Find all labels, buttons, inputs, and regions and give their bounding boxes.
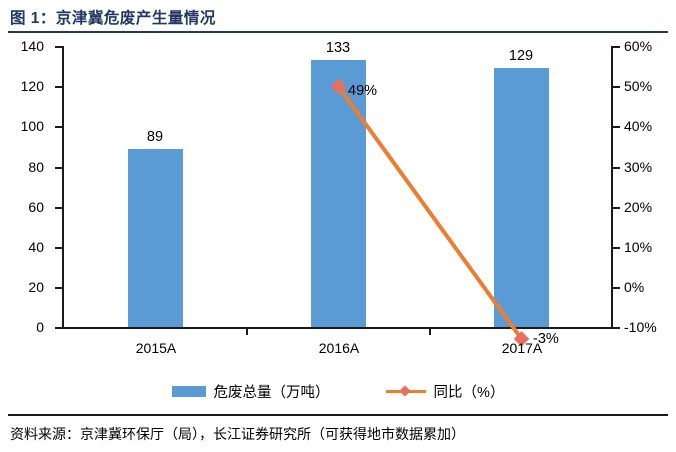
x-axis-category-label-2017A: 2017A — [501, 340, 543, 356]
y-tick-left — [55, 247, 62, 249]
source-note: 资料来源：京津冀环保厅（局），长江证券研究所（可获得地市数据累加） — [10, 426, 465, 442]
x-axis-category-label-2016A: 2016A — [318, 340, 360, 356]
y-axis-right-label: 10% — [624, 239, 653, 255]
y-axis-left-label: 20 — [28, 279, 44, 295]
y-axis-left-label: 0 — [36, 319, 44, 335]
legend-line-swatch-icon — [385, 385, 426, 397]
y-tick-left — [55, 86, 62, 88]
chart-plot-area: 140 120 100 80 60 40 20 0 60% 50% 40% 30… — [0, 36, 676, 371]
x-axis-line — [62, 327, 613, 329]
y-tick-left — [55, 126, 62, 128]
y-tick-left — [55, 46, 62, 48]
figure-title: 图 1：京津冀危废产生量情况 — [10, 10, 216, 27]
legend-item-line-label: 同比（%） — [433, 384, 505, 401]
footer-divider — [8, 414, 668, 416]
x-tick — [246, 329, 248, 335]
legend-item-line[interactable]: 同比（%） — [385, 381, 505, 402]
y-axis-right-label: 20% — [624, 199, 653, 215]
chart-legend: 危废总量（万吨） 同比（%） — [0, 378, 676, 404]
y-axis-left-label: 120 — [20, 78, 44, 94]
bar-2017A[interactable] — [494, 68, 549, 327]
y-axis-left-label: 40 — [28, 239, 44, 255]
y-tick-right — [613, 327, 620, 329]
bar-value-label-2016A: 133 — [325, 40, 351, 56]
bar-value-label-2017A: 129 — [508, 48, 534, 64]
y-tick-right — [613, 126, 620, 128]
y-axis-left-label: 80 — [28, 159, 44, 175]
y-tick-right — [613, 207, 620, 209]
y-tick-right — [613, 167, 620, 169]
y-tick-right — [613, 46, 620, 48]
y-axis-right-line — [611, 46, 613, 329]
y-tick-left — [55, 287, 62, 289]
y-axis-right-label: 50% — [624, 78, 653, 94]
y-axis-right-label: 60% — [624, 38, 653, 54]
yoy-line-series — [330, 78, 530, 347]
y-tick-left — [55, 207, 62, 209]
yoy-line-segment — [336, 84, 524, 341]
y-axis-left-line — [62, 46, 64, 329]
yoy-value-label-2016A: 49% — [348, 83, 378, 99]
y-axis-right-label: -10% — [624, 319, 657, 335]
legend-item-bar-label: 危废总量（万吨） — [213, 384, 330, 401]
legend-bar-swatch-icon — [171, 385, 206, 397]
y-tick-right — [613, 287, 620, 289]
y-tick-left — [55, 327, 62, 329]
yoy-value-label-2017A: -3% — [533, 331, 559, 347]
x-tick — [429, 329, 431, 335]
y-axis-right-label: 30% — [624, 159, 653, 175]
y-axis-left-label: 140 — [20, 38, 44, 54]
y-tick-right — [613, 247, 620, 249]
y-axis-left-label: 60 — [28, 199, 44, 215]
x-axis-category-label-2015A: 2015A — [135, 340, 177, 356]
y-axis-left-label: 100 — [20, 118, 44, 134]
legend-item-bar[interactable]: 危废总量（万吨） — [171, 381, 330, 402]
y-axis-right-label: 0% — [624, 279, 645, 295]
y-tick-left — [55, 167, 62, 169]
y-tick-right — [613, 86, 620, 88]
bar-value-label-2015A: 89 — [146, 129, 164, 145]
y-axis-right-label: 40% — [624, 118, 653, 134]
bar-2015A[interactable] — [128, 149, 183, 327]
bar-2016A[interactable] — [311, 60, 366, 327]
title-divider — [8, 31, 668, 33]
